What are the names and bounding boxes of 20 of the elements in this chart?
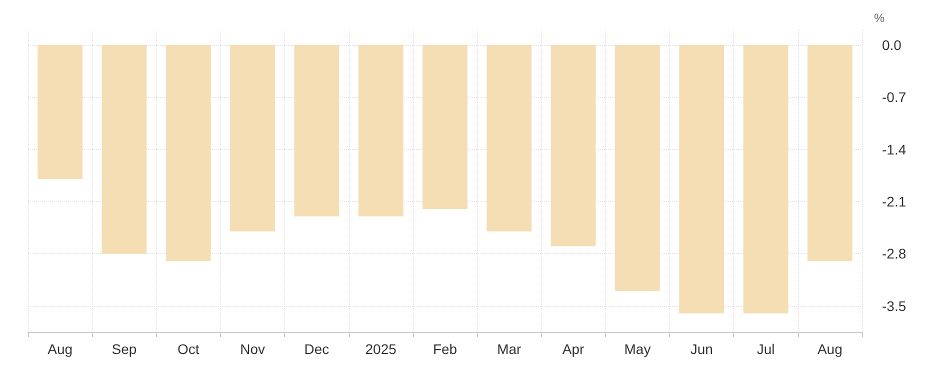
x-tick-label: Jul: [756, 341, 775, 357]
x-tick-label: Nov: [240, 341, 265, 357]
y-tick-label: -2.8: [882, 246, 906, 262]
x-tick-label: 2025: [365, 341, 397, 357]
x-tick-label: Apr: [562, 341, 585, 357]
x-tick-label: Feb: [432, 341, 458, 357]
x-tick-label: Jun: [690, 341, 713, 357]
x-tick-label: Sep: [112, 341, 137, 357]
x-tick-label: Aug: [48, 341, 73, 357]
x-tick-label: Aug: [817, 341, 842, 357]
y-tick-label: -3.5: [882, 298, 906, 314]
x-tick-label: May: [624, 341, 651, 357]
y-tick-label: -1.4: [882, 141, 906, 158]
y-tick-label: -2.1: [882, 194, 906, 210]
y-tick-label: -0.7: [882, 89, 906, 106]
x-tick-label: Mar: [497, 341, 522, 357]
y-tick-label: 0.0: [882, 36, 902, 53]
y-axis-title: %: [874, 11, 885, 25]
x-tick-label: Dec: [304, 341, 330, 357]
x-tick-label: Oct: [177, 341, 200, 357]
